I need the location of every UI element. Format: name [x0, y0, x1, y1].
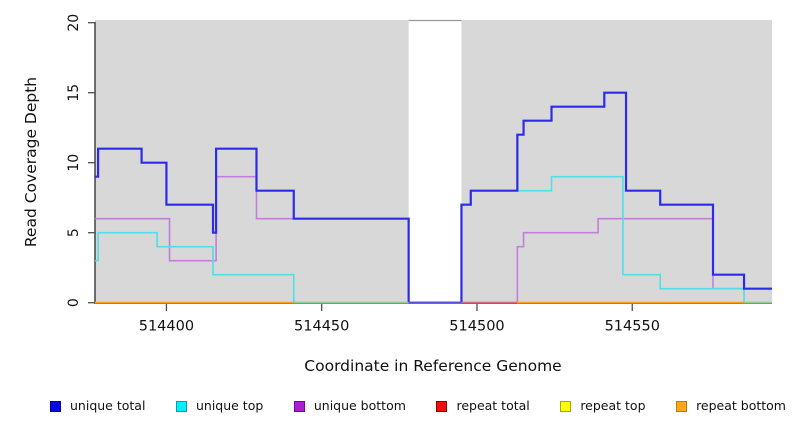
legend-key-swatch — [436, 400, 448, 412]
y-tick-label: 15 — [66, 84, 82, 102]
legend-label: repeat total — [456, 397, 530, 413]
x-tick-label: 514550 — [605, 319, 660, 335]
y-tick-label: 20 — [66, 14, 82, 32]
legend-label: repeat top — [580, 397, 646, 413]
y-tick-label: 10 — [66, 154, 82, 172]
legend-key-swatch — [175, 400, 187, 412]
legend-item-unique-bottom: unique bottom — [293, 397, 406, 413]
y-tick-label: 5 — [66, 228, 82, 237]
legend-key-swatch — [560, 400, 572, 412]
x-tick-label: 514400 — [139, 319, 194, 335]
legend-label: unique top — [195, 397, 264, 413]
y-tick-label: 0 — [66, 298, 82, 307]
no-data-gap — [408, 20, 462, 304]
legend-item-unique-top: unique top — [175, 397, 264, 413]
legend-label: unique total — [70, 397, 146, 413]
legend-key-swatch — [676, 400, 688, 412]
y-axis-title: Read Coverage Depth — [22, 77, 40, 247]
legend-label: unique bottom — [313, 397, 406, 413]
series-unique-total — [95, 91, 772, 304]
legend-key-swatch — [293, 400, 305, 412]
legend: unique total unique top unique bottom repea… — [50, 396, 786, 416]
legend-item-unique-total: unique total — [50, 397, 146, 413]
x-axis-title: Coordinate in Reference Genome — [304, 357, 561, 375]
x-tick-label: 514500 — [449, 319, 504, 335]
legend-item-repeat-total: repeat total — [436, 397, 530, 413]
legend-label: repeat bottom — [696, 397, 786, 413]
legend-item-repeat-bottom: repeat bottom — [676, 397, 786, 413]
legend-item-repeat-top: repeat top — [560, 397, 646, 413]
x-tick-label: 514450 — [294, 319, 349, 335]
legend-key-swatch — [50, 400, 61, 412]
